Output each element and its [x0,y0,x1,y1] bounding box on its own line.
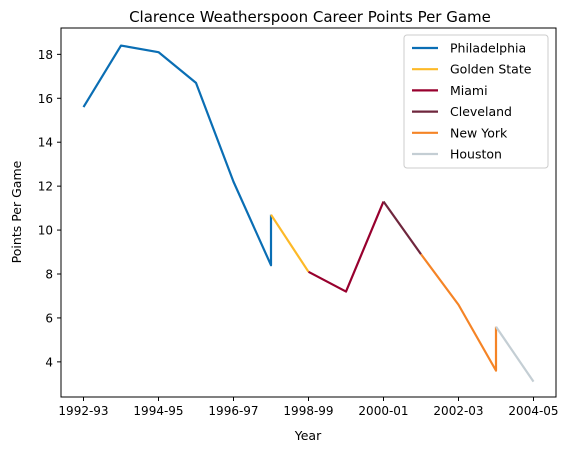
y-tick-label: 10 [38,224,53,238]
y-tick-label: 12 [38,180,53,194]
x-tick-label: 1992-93 [58,404,108,418]
legend-label: Houston [450,147,502,162]
x-tick-label: 2004-05 [508,404,558,418]
y-axis-ticks: 4 6 8 10 12 14 16 18 [38,48,61,369]
legend-label: Golden State [450,62,532,77]
legend-label: Philadelphia [450,41,526,56]
chart-title: Clarence Weatherspoon Career Points Per … [129,8,491,26]
y-tick-label: 8 [45,268,53,282]
series-line-golden-state [270,214,310,273]
y-tick-label: 14 [38,136,53,150]
series-line-houston [495,326,535,383]
x-axis-ticks: 1992-93 1994-95 1996-97 1998-99 2000-01 2002-… [58,397,559,418]
legend-label: Miami [450,83,488,98]
y-tick-label: 6 [45,311,53,325]
legend-frame [403,34,549,169]
series-line-miami [307,201,385,293]
y-tick-label: 4 [45,355,53,369]
series-line-philadelphia [82,44,273,267]
series-line-cleveland [382,200,422,255]
legend: Philadelphia Golden State Miami Cleveland Ne… [403,34,549,169]
legend-label: New York [450,125,508,140]
x-axis-label: Year [294,428,322,443]
x-tick-label: 1998-99 [283,404,333,418]
y-axis-label: Points Per Game [9,160,24,263]
legend-label: Cleveland [450,104,512,119]
series-line-new-york [420,253,498,372]
y-tick-label: 18 [38,48,53,62]
x-tick-label: 2002-03 [433,404,483,418]
y-tick-label: 16 [38,92,53,106]
x-tick-label: 2000-01 [358,404,408,418]
x-tick-label: 1994-95 [133,404,183,418]
x-tick-label: 1996-97 [208,404,258,418]
series-layer [82,44,535,383]
